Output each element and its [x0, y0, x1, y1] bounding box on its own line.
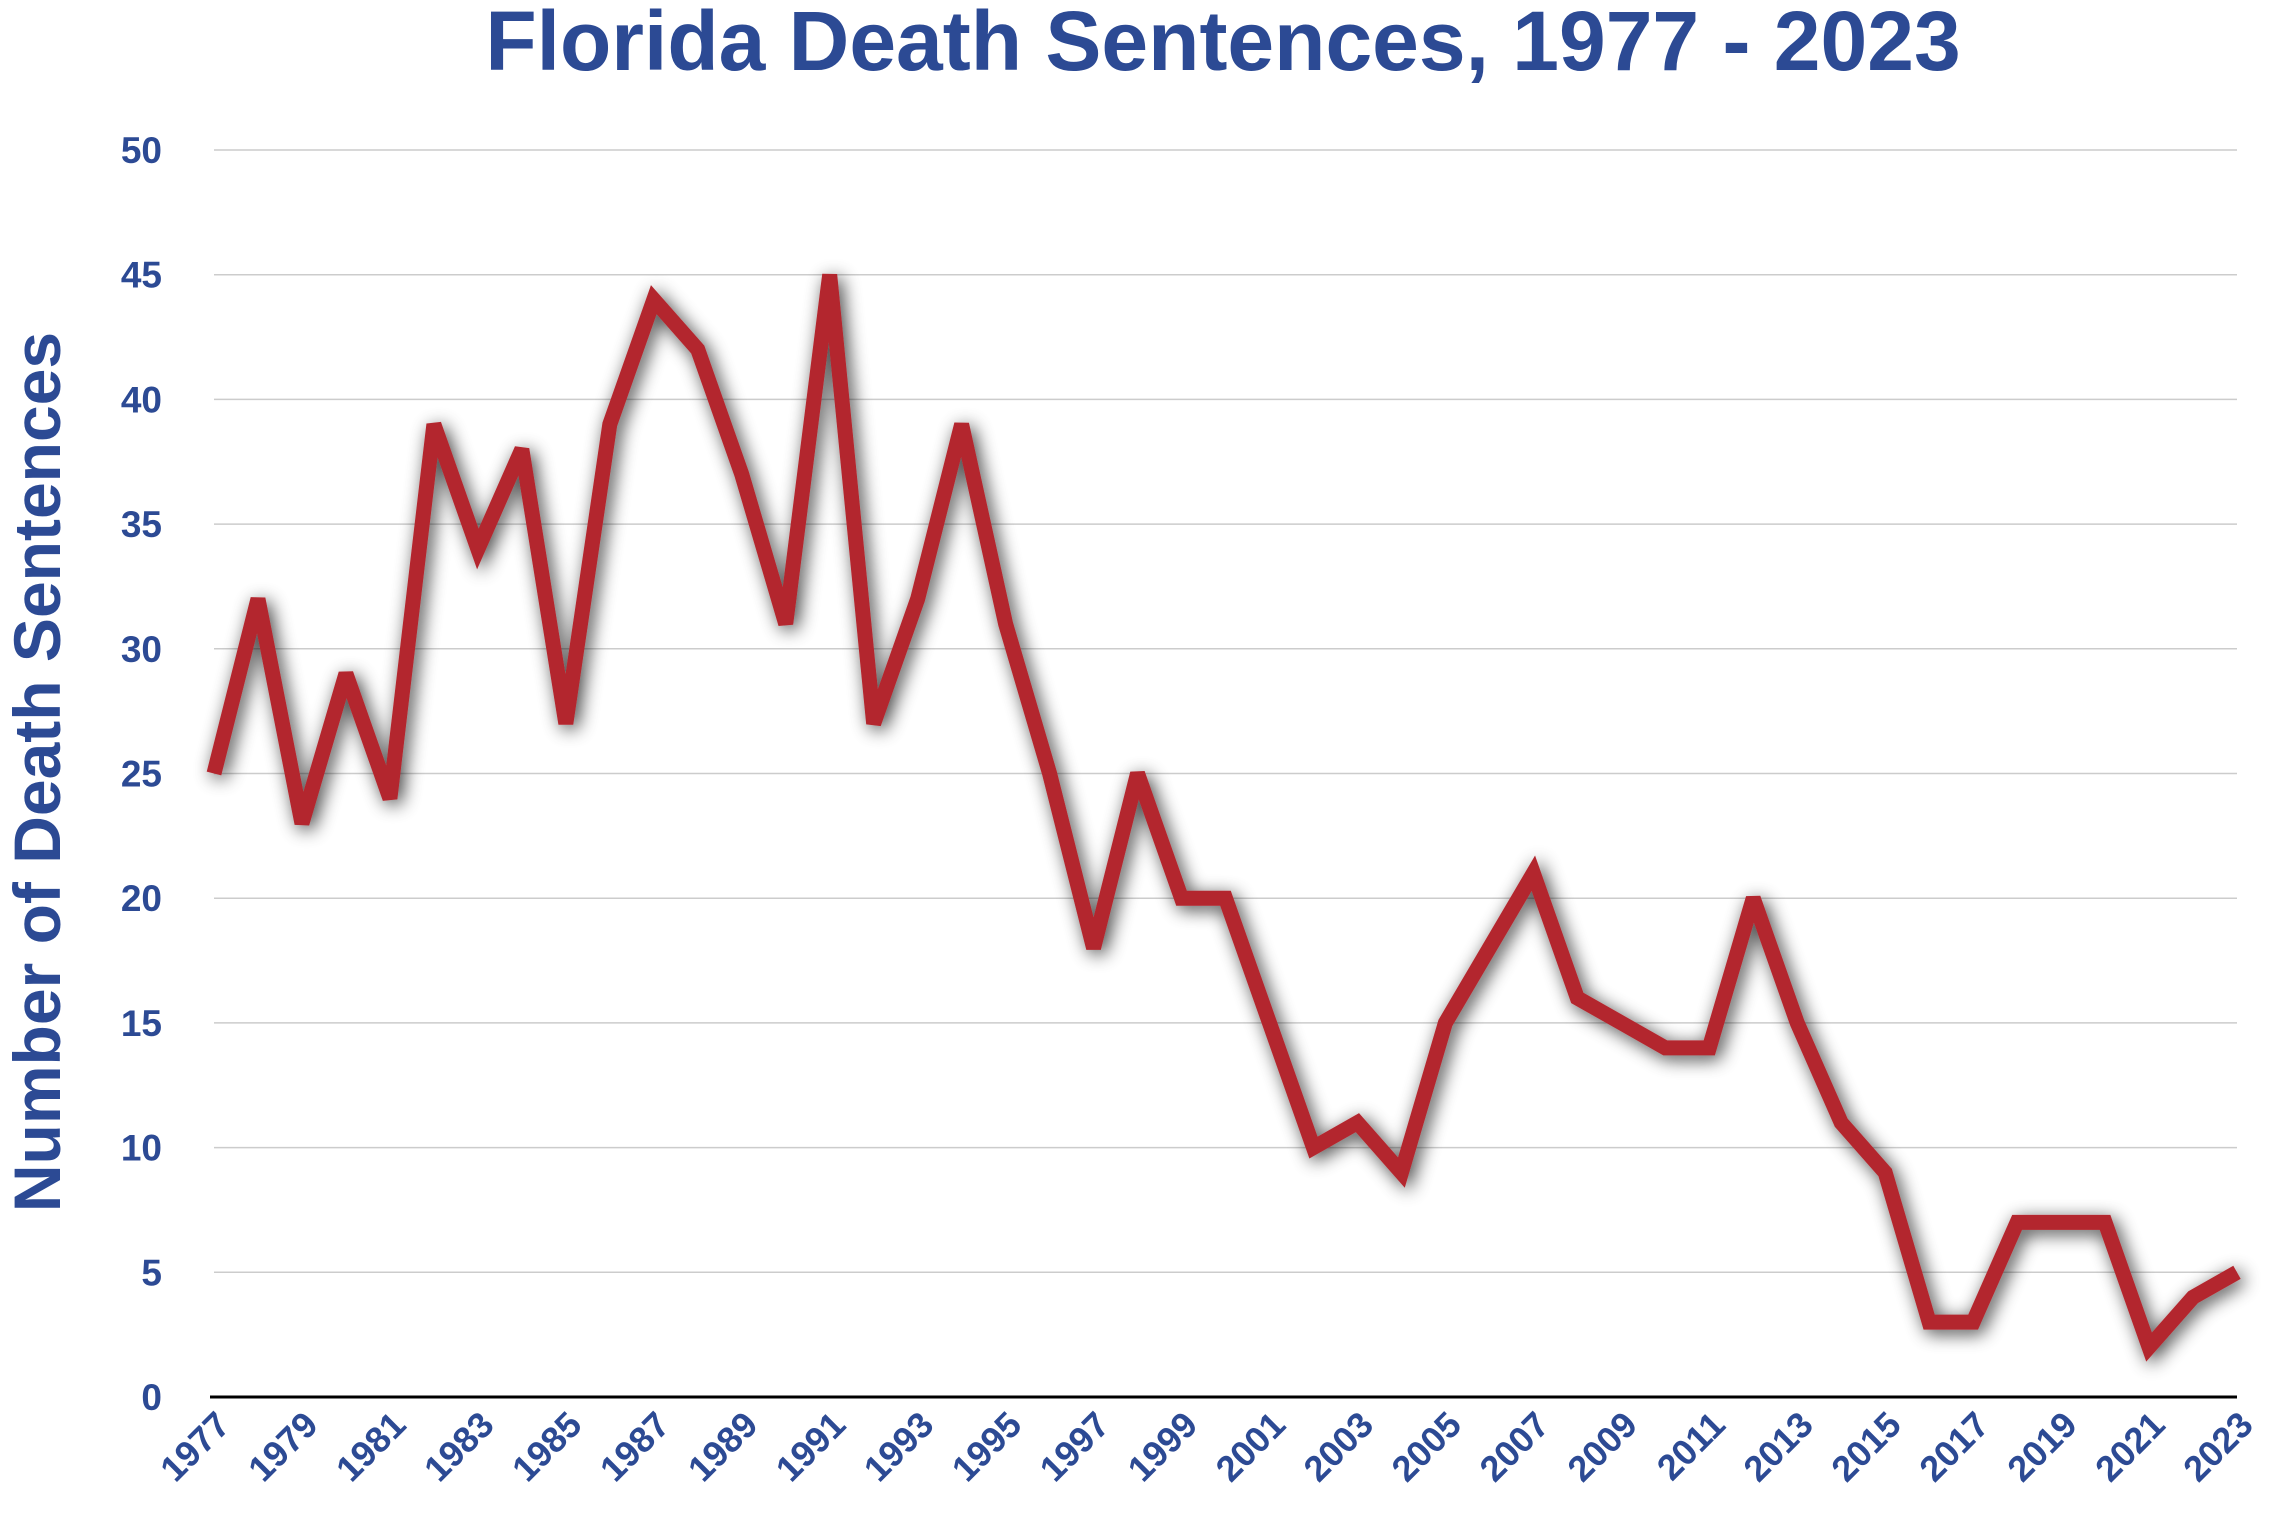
y-tick-label: 0: [141, 1377, 162, 1418]
x-tick-label: 1995: [944, 1404, 1030, 1490]
x-tick-label: 2021: [2087, 1404, 2173, 1490]
x-tick-label: 1981: [328, 1404, 414, 1490]
y-tick-label: 30: [121, 629, 162, 670]
x-tick-label: 2017: [1911, 1404, 1997, 1490]
x-tick-label: 2023: [2175, 1404, 2261, 1490]
x-tick-label: 2007: [1471, 1404, 1557, 1490]
x-tick-label: 1985: [504, 1404, 590, 1490]
y-tick-label: 20: [121, 878, 162, 919]
x-tick-label: 1989: [680, 1404, 766, 1490]
series-line: [206, 273, 2241, 1362]
x-tick-label: 2009: [1559, 1404, 1645, 1490]
x-tick-label: 1999: [1120, 1404, 1206, 1490]
y-tick-label: 35: [121, 504, 162, 545]
x-tick-label: 1997: [1032, 1404, 1118, 1490]
x-tick-label: 1991: [768, 1404, 854, 1490]
x-tick-label: 1979: [240, 1404, 326, 1490]
y-tick-label: 50: [121, 130, 162, 171]
x-tick-label: 2019: [1999, 1404, 2085, 1490]
x-tick-label: 1977: [152, 1404, 238, 1490]
x-tick-label: 2001: [1208, 1404, 1294, 1490]
x-tick-label: 2003: [1295, 1404, 1381, 1490]
x-tick-label: 1987: [592, 1404, 678, 1490]
y-tick-label: 15: [121, 1003, 162, 1044]
y-axis-label: Number of Death Sentences: [0, 332, 74, 1212]
y-tick-label: 25: [121, 754, 162, 795]
y-tick-label: 40: [121, 379, 162, 420]
y-tick-label: 10: [121, 1128, 162, 1169]
x-tick-label: 2005: [1383, 1404, 1469, 1490]
chart-title: Florida Death Sentences, 1977 - 2023: [485, 0, 1960, 88]
x-tick-label: 1993: [856, 1404, 942, 1490]
x-tick-label: 2011: [1649, 1404, 1733, 1488]
x-tick-label: 2013: [1735, 1404, 1821, 1490]
y-tick-label: 5: [141, 1252, 162, 1293]
y-tick-label: 45: [121, 255, 162, 296]
x-tick-label: 1983: [416, 1404, 502, 1490]
x-tick-label: 2015: [1823, 1404, 1909, 1490]
